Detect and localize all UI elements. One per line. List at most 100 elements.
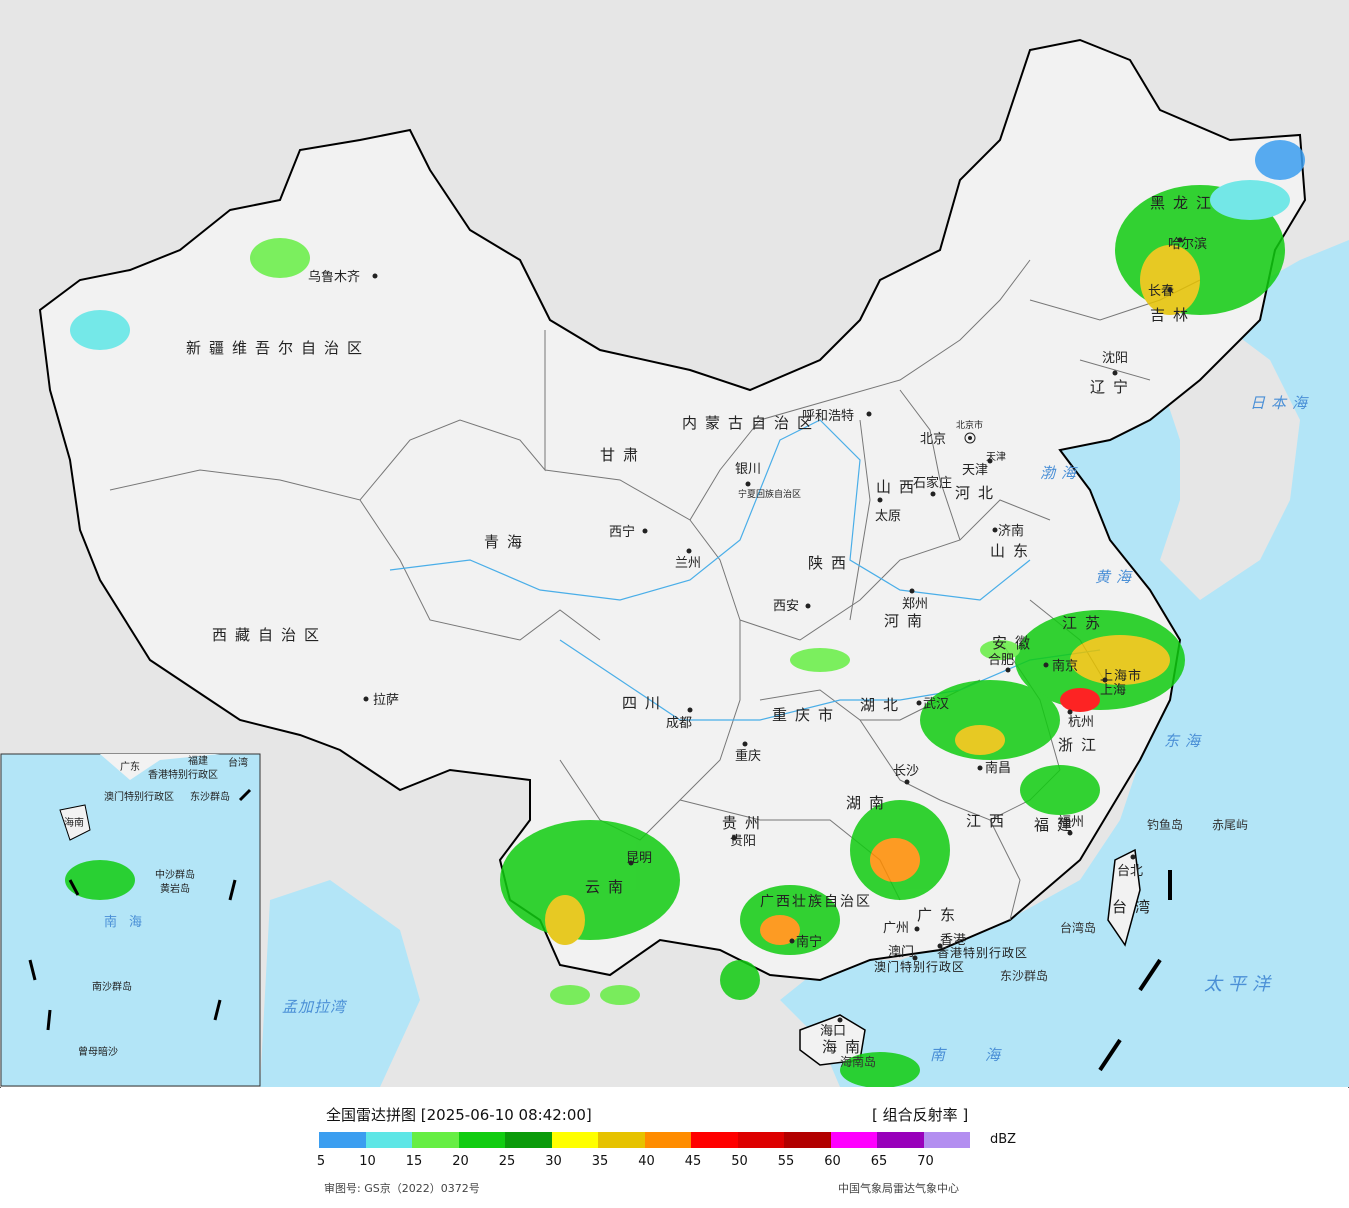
scale-tick: 70 [917,1154,934,1169]
province-label: 广西壮族自治区 [760,894,872,910]
province-label: 贵州 [722,814,768,832]
province-label: 西藏自治区 [212,626,327,644]
province-label: 宁夏回族自治区 [738,488,801,500]
inset-label: 海南 [64,816,84,829]
province-label: 重庆市 [772,706,841,724]
city-label: 南京 [1052,658,1078,674]
scale-tick: 10 [359,1154,376,1169]
scale-swatch [458,1132,505,1148]
city-label: 沈阳 [1102,351,1128,366]
scale-swatch [737,1132,784,1148]
city-label: 银川 [735,462,761,477]
city-label: 上海 [1100,683,1126,698]
city-label: 石家庄 [913,475,952,491]
island-label: 台湾岛 [1060,920,1096,935]
province-label: 浙江 [1058,736,1104,754]
city-label: 乌鲁木齐 [308,269,360,285]
scale-tick: 65 [870,1154,888,1169]
city-label: 南昌 [985,760,1011,776]
inset-label: 福建 [188,754,208,767]
scale-swatch [365,1132,412,1148]
city-label: 西安 [773,599,799,614]
island-label: 海南岛 [840,1054,876,1069]
province-label: 广东 [917,906,963,924]
scale-tick: 35 [591,1154,609,1169]
province-label: 湖南 [846,794,892,812]
sea-label: 渤海 [1040,464,1082,482]
province-label: 辽宁 [1090,378,1136,396]
scale-tick: 30 [545,1154,562,1169]
city-label: 长春 [1148,284,1174,299]
province-label: 新疆维吾尔自治区 [186,339,370,357]
city-label: 贵阳 [730,834,756,849]
sea-label: 南海 [930,1046,1040,1064]
island-label: 赤尾屿 [1212,818,1248,832]
city-label: 郑州 [902,597,928,612]
scale-swatch [598,1132,645,1148]
province-label: 河北 [955,484,1001,502]
province-label: 福建 [1034,816,1080,834]
province-label: 陕西 [808,554,854,572]
province-label: 澳门特别行政区 [874,959,965,974]
city-label: 拉萨 [373,693,399,708]
sea-label: 孟加拉湾 [282,998,348,1016]
city-label: 台北 [1117,864,1143,879]
scale-swatch [644,1132,691,1148]
scale-ticks: 5 10 15 20 25 30 35 40 45 50 55 60 65 70 [0,1154,1349,1174]
city-label: 武汉 [923,697,949,712]
radar-map: 新疆维吾尔自治区 西藏自治区 青海 甘肃 内蒙古自治区 黑龙江 吉林 辽宁 河北… [0,0,1349,1087]
inset-label: 香港特别行政区 [148,768,218,781]
scale-swatch [551,1132,598,1148]
province-label: 河南 [884,612,930,630]
island-label: 东沙群岛 [1000,968,1048,983]
source-label: 中国气象局雷达气象中心 [838,1182,959,1195]
province-label: 云南 [585,878,631,896]
sea-label: 太平洋 [1204,974,1276,995]
inset-label: 中沙群岛 [155,868,195,881]
legend-title: 全国雷达拼图 [2025-06-10 08:42:00] [326,1106,592,1124]
sea-label: 日本海 [1250,394,1313,412]
province-label: 黑龙江 [1150,194,1219,212]
province-label: 北京市 [956,419,983,431]
province-label: 安徽 [992,634,1038,652]
city-label: 哈尔滨 [1168,236,1207,252]
inset-label: 黄岩岛 [160,882,190,895]
province-label: 吉林 [1150,306,1196,324]
city-label: 重庆 [735,748,761,764]
province-label: 湖北 [860,696,906,714]
city-label: 昆明 [626,851,652,866]
color-scale [319,1132,970,1148]
inset-label: 曾母暗沙 [78,1045,118,1058]
scale-tick: 20 [452,1154,469,1169]
city-label: 呼和浩特 [802,409,854,424]
city-label: 福州 [1058,815,1084,830]
city-label: 西宁 [609,524,635,540]
inset-label: 台湾 [228,756,248,769]
province-label: 台湾 [1112,898,1158,916]
city-label: 合肥 [988,653,1014,668]
island-label: 钓鱼岛 [1147,817,1183,832]
scale-swatch [877,1132,924,1148]
inset-label: 澳门特别行政区 [104,790,174,803]
scale-tick: 55 [777,1154,795,1169]
province-label: 山东 [990,542,1036,560]
approval-number: 审图号: GS京（2022）0372号 [324,1182,480,1195]
scale-swatch [505,1132,552,1148]
city-label: 香港 [940,933,966,948]
scale-swatch [923,1132,970,1148]
province-label: 江西 [966,812,1012,830]
scale-swatch [412,1132,459,1148]
scale-tick: 25 [498,1154,516,1169]
sea-label: 东海 [1164,732,1206,750]
city-label: 天津 [962,463,988,478]
city-label: 济南 [998,523,1024,539]
province-label: 上海市 [1100,668,1142,684]
city-label: 太原 [875,509,901,524]
province-label: 甘肃 [600,446,646,464]
scale-tick: 50 [731,1154,748,1169]
sea-label: 黄海 [1095,568,1137,586]
inset-label: 广东 [120,760,140,773]
scale-swatch [784,1132,831,1148]
scale-tick: 40 [638,1154,655,1169]
province-label: 海南 [822,1038,868,1056]
